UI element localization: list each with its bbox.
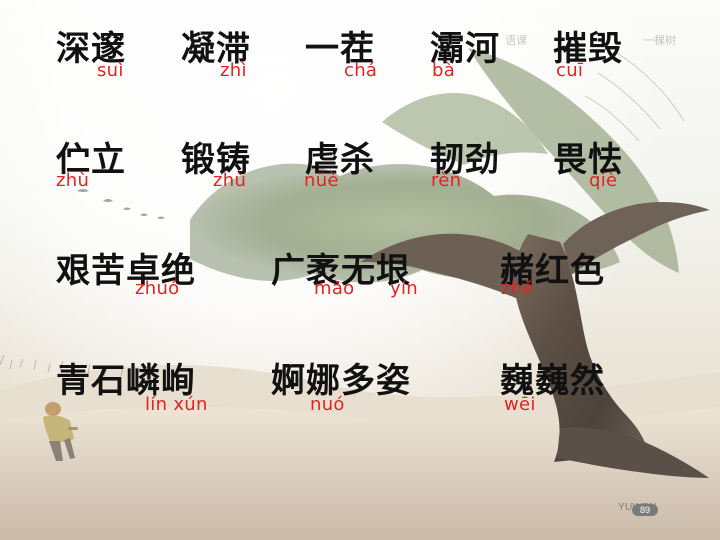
top-faint-label-2: 一棵树 xyxy=(643,34,676,47)
word-row2-3: 虐杀 xyxy=(305,140,375,180)
page-number-badge: 89 xyxy=(632,504,658,516)
word-row2-4: 韧劲 xyxy=(430,140,500,180)
tree-branch-right xyxy=(563,202,710,275)
tree-trunk xyxy=(514,234,650,462)
person-figure xyxy=(43,402,78,461)
word-row4-3: 巍巍然 xyxy=(500,361,605,401)
pinyin-row1-5: cuī xyxy=(556,60,584,81)
word-row3-2: 广袤无垠 xyxy=(271,251,411,291)
pinyin-row1-1: suì xyxy=(97,60,124,81)
word-row2-1: 伫立 xyxy=(56,140,126,180)
tree-branch-left xyxy=(360,233,532,299)
tree-canopy-top xyxy=(382,93,548,165)
word-row1-5: 摧毁 xyxy=(553,29,623,69)
pinyin-row2-4: rèn xyxy=(431,170,462,191)
word-row2-2: 锻铸 xyxy=(181,140,251,180)
pinyin-row3-3: yín xyxy=(390,278,418,299)
word-row4-2: 婀娜多姿 xyxy=(271,361,411,401)
pinyin-row3-4: zhě xyxy=(501,278,534,299)
pinyin-row2-1: zhù xyxy=(56,170,90,191)
pinyin-row1-4: bà xyxy=(432,60,456,81)
pinyin-row1-3: chá xyxy=(344,60,378,81)
word-row1-1: 深邃 xyxy=(56,29,126,69)
pinyin-row2-5: qiè xyxy=(589,170,618,191)
pinyin-row2-3: nüè xyxy=(304,170,339,191)
top-faint-label-1: 语课 xyxy=(505,34,527,47)
word-row1-4: 灞河 xyxy=(430,29,500,69)
pinyin-row2-2: zhù xyxy=(213,170,247,191)
birds-group xyxy=(77,189,165,219)
word-row3-1: 艰苦卓绝 xyxy=(56,251,196,291)
tree-root xyxy=(557,427,709,478)
pinyin-row4-1: lín xún xyxy=(145,394,208,415)
word-row1-3: 一茬 xyxy=(305,29,375,69)
pinyin-row3-1: zhuó xyxy=(135,278,180,299)
pinyin-row1-2: zhì xyxy=(220,60,247,81)
pinyin-row3-2: mào xyxy=(314,278,355,299)
faint-branches xyxy=(584,52,685,142)
grass-strokes xyxy=(0,354,159,380)
pinyin-row4-3: wēi xyxy=(504,394,536,415)
word-row4-1: 青石嶙峋 xyxy=(56,361,196,401)
ground-shape xyxy=(0,407,720,540)
tree-group xyxy=(190,48,710,478)
word-row2-5: 畏怯 xyxy=(553,140,623,180)
word-row3-3: 赭红色 xyxy=(500,251,605,291)
word-row1-2: 凝滞 xyxy=(181,29,251,69)
pinyin-row4-2: nuó xyxy=(310,394,345,415)
